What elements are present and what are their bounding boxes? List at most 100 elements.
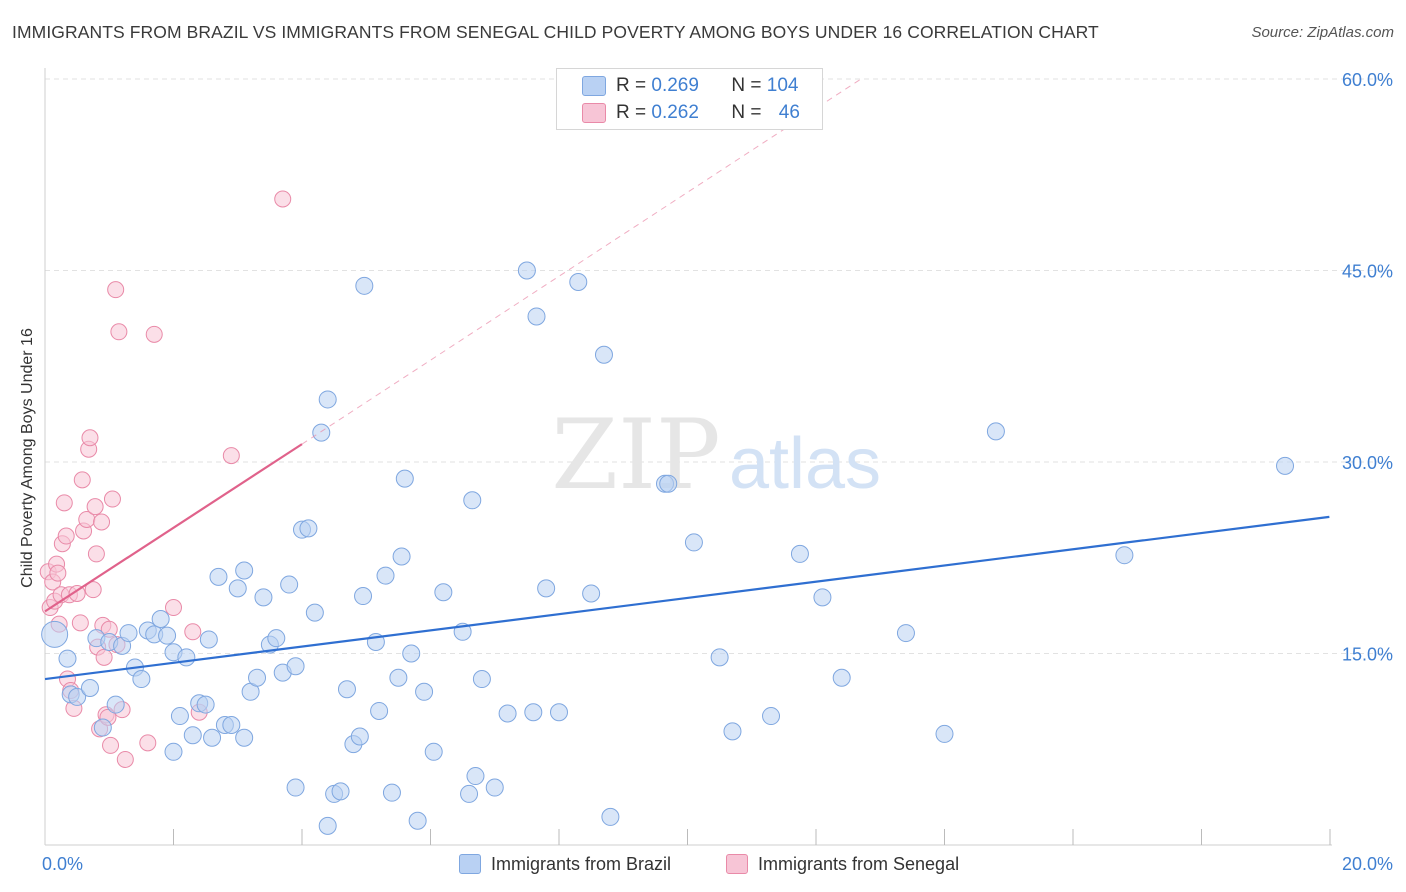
brazil-point bbox=[472, 670, 491, 689]
brazil-point bbox=[434, 583, 453, 602]
y-tick-label: 15.0% bbox=[1342, 645, 1393, 665]
brazil-point bbox=[1115, 546, 1134, 565]
brazil-point bbox=[684, 533, 703, 552]
brazil-point bbox=[199, 630, 218, 649]
brazil-point bbox=[106, 695, 125, 714]
brazil-point bbox=[164, 742, 183, 761]
n-label: N = bbox=[731, 75, 762, 96]
brazil-point bbox=[286, 657, 305, 676]
legend-item-brazil[interactable]: Immigrants from Brazil bbox=[459, 852, 671, 876]
legend-item-senegal[interactable]: Immigrants from Senegal bbox=[726, 852, 959, 876]
brazil-point bbox=[392, 547, 411, 566]
y-tick-label: 30.0% bbox=[1342, 453, 1393, 473]
brazil-point bbox=[158, 626, 177, 645]
axes bbox=[44, 68, 1332, 846]
brazil-point bbox=[355, 276, 374, 295]
brazil-point bbox=[235, 561, 254, 580]
brazil-point bbox=[337, 680, 356, 699]
x-tick-label: 0.0% bbox=[42, 854, 83, 874]
brazil-point bbox=[151, 610, 170, 629]
senegal-point bbox=[49, 564, 67, 582]
brazil-point bbox=[710, 648, 729, 667]
senegal-point bbox=[107, 281, 125, 299]
senegal-point bbox=[84, 581, 102, 599]
senegal-point bbox=[71, 614, 89, 632]
senegal-point bbox=[165, 599, 182, 617]
senegal-swatch bbox=[582, 103, 606, 123]
brazil-point bbox=[550, 703, 568, 722]
brazil-point bbox=[424, 742, 443, 761]
brazil-point bbox=[80, 678, 99, 697]
r-value: 0.269 bbox=[651, 75, 699, 96]
brazil-point bbox=[524, 703, 543, 722]
y-tick-label: 60.0% bbox=[1342, 70, 1393, 90]
chart-title: IMMIGRANTS FROM BRAZIL VS IMMIGRANTS FRO… bbox=[12, 22, 1099, 42]
senegal-point bbox=[102, 736, 120, 754]
series-legend: Immigrants from Brazil Immigrants from S… bbox=[0, 852, 1406, 876]
senegal-swatch bbox=[726, 854, 748, 874]
brazil-point bbox=[986, 422, 1005, 441]
senegal-point bbox=[55, 494, 73, 512]
brazil-point bbox=[402, 644, 421, 663]
legend-row-brazil: R = 0.269 N = 104 bbox=[582, 74, 798, 98]
watermark-zip: ZIP bbox=[551, 399, 720, 511]
brazil-swatch bbox=[582, 76, 606, 96]
senegal-point bbox=[103, 490, 121, 508]
y-axis-title: Child Poverty Among Boys Under 16 bbox=[19, 328, 36, 588]
brazil-point bbox=[318, 816, 337, 835]
senegal-point bbox=[139, 734, 157, 752]
senegal-point bbox=[86, 498, 104, 516]
brazil-point bbox=[267, 629, 286, 648]
brazil-point bbox=[466, 767, 485, 786]
brazil-point bbox=[813, 588, 832, 607]
senegal-point bbox=[222, 447, 240, 465]
brazil-point bbox=[376, 566, 395, 585]
brazil-point bbox=[354, 587, 373, 606]
brazil-point bbox=[594, 345, 613, 364]
brazil-point bbox=[460, 784, 479, 803]
brazil-point bbox=[463, 491, 482, 510]
source-label: Source: ZipAtlas.com bbox=[1251, 24, 1394, 41]
brazil-point bbox=[93, 718, 112, 737]
brazil-point bbox=[382, 783, 401, 802]
senegal-point bbox=[57, 527, 75, 545]
senegal-point bbox=[73, 471, 91, 489]
brazil-point bbox=[582, 584, 601, 603]
brazil-point bbox=[498, 704, 517, 723]
brazil-point bbox=[183, 726, 202, 745]
brazil-point bbox=[389, 668, 408, 687]
trend-lines bbox=[44, 78, 1330, 681]
legend-label-brazil: Immigrants from Brazil bbox=[491, 853, 672, 874]
brazil-point bbox=[408, 811, 427, 830]
r-label: R = bbox=[616, 102, 647, 123]
brazil-point bbox=[196, 695, 215, 714]
brazil-points bbox=[41, 261, 1295, 835]
brazil-point bbox=[305, 603, 324, 622]
brazil-point bbox=[485, 778, 504, 797]
brazil-point bbox=[132, 670, 151, 689]
brazil-point bbox=[350, 727, 369, 746]
brazil-point bbox=[935, 724, 954, 743]
brazil-point bbox=[170, 707, 189, 726]
r-value: 0.262 bbox=[651, 102, 699, 123]
senegal-point bbox=[81, 429, 99, 447]
brazil-point bbox=[286, 778, 305, 797]
senegal-point bbox=[93, 513, 111, 531]
brazil-trend-line bbox=[44, 515, 1330, 681]
brazil-point bbox=[41, 620, 69, 648]
senegal-point bbox=[184, 623, 202, 641]
brazil-point bbox=[58, 649, 77, 668]
brazil-point bbox=[832, 668, 851, 687]
senegal-point bbox=[116, 750, 134, 768]
brazil-point bbox=[517, 261, 536, 280]
y-tick-label: 45.0% bbox=[1342, 262, 1393, 282]
legend-row-senegal: R = 0.262 N = 46 bbox=[582, 101, 800, 125]
senegal-point bbox=[274, 190, 292, 208]
brazil-point bbox=[370, 701, 389, 720]
brazil-point bbox=[790, 544, 809, 563]
brazil-point bbox=[569, 272, 588, 291]
brazil-point bbox=[235, 728, 254, 747]
brazil-point bbox=[280, 575, 299, 594]
x-tick-label: 20.0% bbox=[1342, 854, 1393, 874]
correlation-legend: R = 0.269 N = 104 R = 0.262 N = 46 bbox=[556, 68, 823, 130]
